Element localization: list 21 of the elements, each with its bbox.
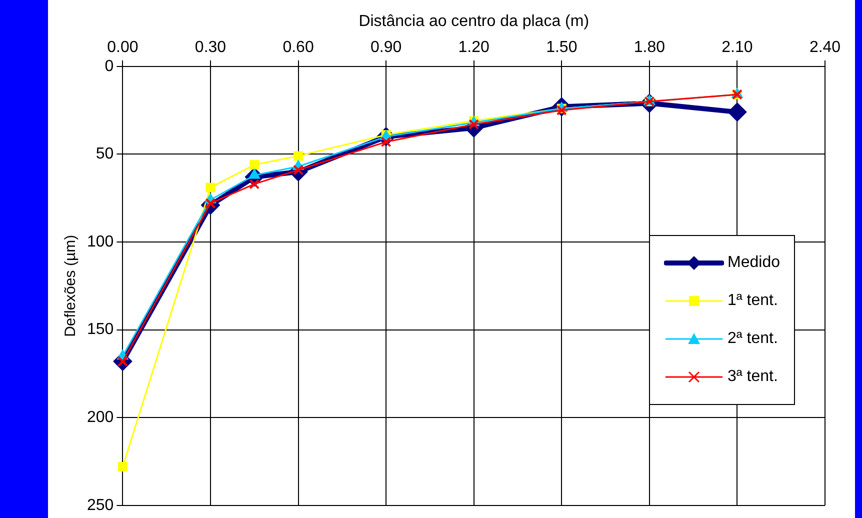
y-tick-label: 150	[86, 321, 114, 338]
x-tick-label: 0.60	[282, 39, 314, 56]
x-axis-title: Distância ao centro da placa (m)	[358, 13, 590, 30]
legend-label: 3ª tent.	[728, 368, 778, 386]
y-tick-label: 100	[86, 233, 114, 250]
y-tick-label: 250	[86, 496, 114, 514]
x-tick-label: 1.50	[546, 39, 578, 56]
y-tick-label: 200	[86, 409, 114, 426]
y-axis-title: Deflexões (µm)	[62, 234, 80, 337]
legend-label: 1ª tent.	[728, 292, 778, 310]
x-tick-label: 0.90	[370, 39, 402, 56]
x-tick-label: 2.10	[722, 39, 753, 56]
x-tick-label: 1.80	[634, 39, 666, 56]
x-tick-label: 0.30	[194, 39, 226, 56]
x-tick-label: 1.20	[458, 39, 490, 56]
y-tick-label: 50	[96, 146, 114, 163]
x-tick-label: 2.40	[809, 39, 841, 56]
x-tick-label: 0.00	[107, 39, 138, 56]
y-tick-label: 0	[104, 58, 114, 75]
legend-label: 2ª tent.	[728, 330, 778, 348]
legend-label: Medido	[728, 254, 780, 272]
